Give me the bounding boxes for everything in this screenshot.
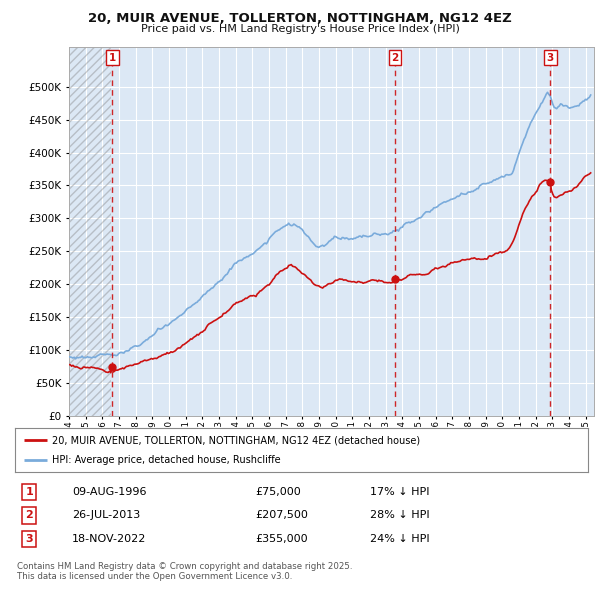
Text: Price paid vs. HM Land Registry's House Price Index (HPI): Price paid vs. HM Land Registry's House … — [140, 24, 460, 34]
Text: 20, MUIR AVENUE, TOLLERTON, NOTTINGHAM, NG12 4EZ: 20, MUIR AVENUE, TOLLERTON, NOTTINGHAM, … — [88, 12, 512, 25]
Text: 17% ↓ HPI: 17% ↓ HPI — [370, 487, 430, 497]
Text: £75,000: £75,000 — [256, 487, 301, 497]
Text: 09-AUG-1996: 09-AUG-1996 — [73, 487, 147, 497]
Text: 20, MUIR AVENUE, TOLLERTON, NOTTINGHAM, NG12 4EZ (detached house): 20, MUIR AVENUE, TOLLERTON, NOTTINGHAM, … — [52, 435, 421, 445]
Text: 3: 3 — [26, 534, 33, 544]
Text: 26-JUL-2013: 26-JUL-2013 — [73, 510, 140, 520]
Text: 2: 2 — [391, 53, 398, 63]
Text: 24% ↓ HPI: 24% ↓ HPI — [370, 534, 430, 544]
Bar — [69, 47, 110, 416]
Text: 2: 2 — [25, 510, 33, 520]
Text: 1: 1 — [109, 53, 116, 63]
Text: £207,500: £207,500 — [256, 510, 308, 520]
Text: 28% ↓ HPI: 28% ↓ HPI — [370, 510, 430, 520]
Text: 18-NOV-2022: 18-NOV-2022 — [73, 534, 146, 544]
Text: HPI: Average price, detached house, Rushcliffe: HPI: Average price, detached house, Rush… — [52, 455, 281, 466]
Text: £355,000: £355,000 — [256, 534, 308, 544]
Text: Contains HM Land Registry data © Crown copyright and database right 2025.
This d: Contains HM Land Registry data © Crown c… — [17, 562, 352, 581]
Text: 3: 3 — [547, 53, 554, 63]
Text: 1: 1 — [25, 487, 33, 497]
